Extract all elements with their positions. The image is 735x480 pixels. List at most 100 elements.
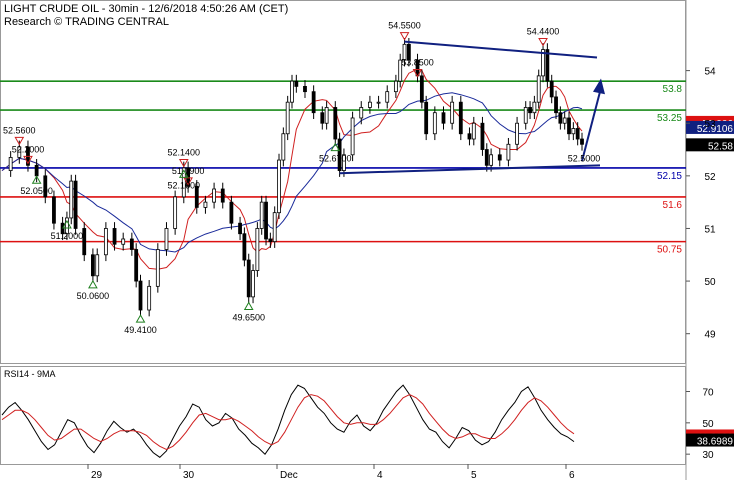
candle-body [8,157,13,171]
rsi-tick-label-0: 70 [702,388,714,399]
candle-body [515,122,519,145]
rsi-tag-label-1: 38.6989 [697,437,734,448]
candle-body [203,201,208,208]
high-marker [399,32,410,41]
candle-body [259,201,264,229]
candle-body [268,238,273,243]
price-tick-label-4: 50 [704,277,716,288]
x-axis: 29 30 Dec 4 5 6 [87,464,575,480]
price-tick-label-5: 49 [704,330,716,341]
candle-body [290,80,294,103]
annotation-label-8: 53.8500 [401,58,434,68]
annotation-label-3: 49.4100 [124,325,157,335]
low-marker [243,301,254,310]
candle-body [480,122,485,150]
annotation-label-7: 49.6500 [232,312,265,322]
x-tick-label-1: 30 [183,470,195,480]
candle-body [194,185,199,208]
candle-body [324,107,329,124]
candle-body [34,164,39,177]
candle-body [294,80,299,87]
level-label-3: 51.6 [663,200,683,211]
candle-body [173,196,178,229]
price-tag-box-1 [686,120,734,134]
candle-body [359,107,364,119]
candle-body [112,228,117,245]
annotation-label-5: 51.2000 [51,231,84,241]
price-tag-label-1: 52.9106 [697,124,734,135]
candle-body [558,112,563,124]
price-tick-label-2: 52 [704,172,716,183]
rsi-series [1,384,575,458]
candle-body [129,238,134,250]
lower-trend-line [339,164,601,175]
candle-body [103,228,108,256]
candle-body [471,122,476,140]
price-y-axis: 54 53 52 51 50 49 [686,67,716,341]
candle-body [342,154,346,171]
candle-body [281,133,286,161]
upper-trend-line [404,40,598,59]
price-tag-box-2 [686,138,734,152]
candle-body [532,101,537,114]
candle-body [419,75,424,103]
candle-body [484,149,489,166]
candle-body [333,107,338,140]
chart-subtitle: Research © TRADING CENTRAL [4,16,169,28]
candle-body [320,112,325,124]
annotation-label-9: 52.0500 [20,186,53,196]
candle-body [155,249,160,287]
candle-body [52,196,56,224]
candle-body [497,154,502,161]
annotation-label-14: 52.5000 [568,154,601,164]
candle-body [73,180,78,229]
price-tick-label-1: 53 [704,119,716,130]
price-tick-label-3: 51 [704,224,716,235]
candle-body [458,101,463,135]
rsi-tick-label-2: 30 [702,450,714,461]
low-marker [62,219,72,229]
low-marker [88,279,98,289]
candle-body [350,117,355,156]
candle-body [571,128,576,135]
candle-body [541,49,545,77]
candle-body [121,238,126,245]
annotation-label-4: 52.2000 [12,144,45,154]
high-marker [412,69,423,78]
chart-title: LIGHT CRUDE OIL - 30min - 12/6/2018 4:50… [4,3,288,15]
candle-body [90,254,95,277]
level-label-4: 50.75 [657,245,682,256]
low-marker [31,175,42,184]
candle-body [406,43,411,61]
candle-body [17,146,22,158]
candle-body [580,138,584,145]
x-tick-label-5: 6 [569,470,575,480]
candle-body [264,201,268,240]
annotation-label-1: 52.1400 [168,147,201,157]
x-tick-label-2: Dec [280,470,298,480]
candle-body [311,91,316,114]
high-marker [14,136,25,146]
candle-body [147,285,152,311]
candle-body [562,117,567,124]
annotation-label-10: 54.5500 [388,21,421,31]
level-label-2: 52.15 [657,171,682,182]
candle-body [138,280,143,311]
candle-body [385,91,390,103]
candle-body [272,212,277,243]
high-marker [23,155,33,165]
candle-body [424,101,429,135]
candle-body [242,233,247,261]
candle-body [545,49,550,82]
candle-body [229,201,234,224]
candle-body [251,270,255,298]
candle-body [575,128,580,140]
high-low-annotations: 52.5600 52.1400 50.0600 49.4100 52.2000 51.20… [3,21,600,335]
candle-body [238,222,242,235]
candle-body [506,143,511,161]
candle-body [376,101,381,104]
candle-body [134,249,139,282]
candle-body [337,138,342,171]
projection-arrow-head [593,78,605,95]
